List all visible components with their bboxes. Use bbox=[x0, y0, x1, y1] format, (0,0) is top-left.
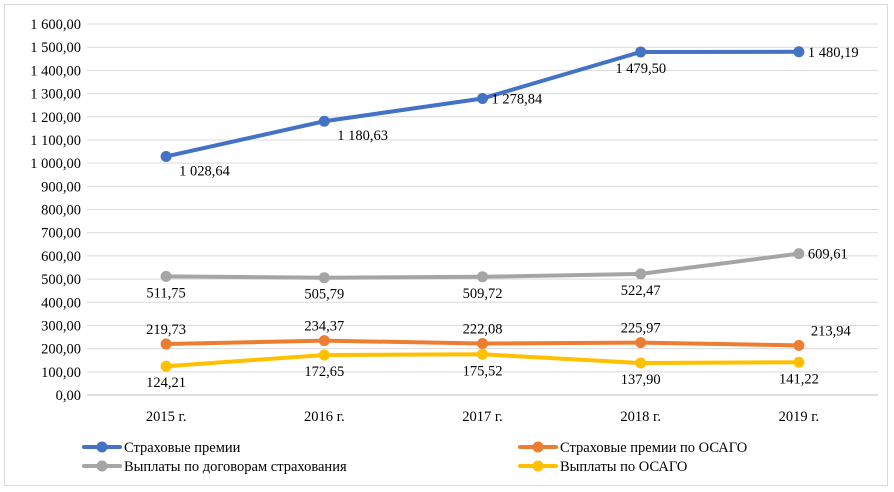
data-point bbox=[477, 271, 488, 283]
data-label: 1 028,64 bbox=[179, 163, 231, 179]
x-tick-label: 2018 г. bbox=[620, 409, 661, 425]
data-point bbox=[160, 338, 172, 350]
data-point bbox=[793, 248, 805, 260]
data-point bbox=[635, 357, 647, 369]
y-tick-label: 400,00 bbox=[41, 295, 81, 311]
data-label: 219,73 bbox=[146, 322, 186, 338]
data-point bbox=[318, 115, 330, 127]
data-point bbox=[793, 356, 805, 368]
x-tick-label: 2017 г. bbox=[462, 409, 503, 425]
data-label: 609,61 bbox=[808, 247, 848, 263]
data-label: 509,72 bbox=[463, 286, 503, 302]
data-point bbox=[477, 348, 488, 360]
y-tick-label: 800,00 bbox=[41, 203, 81, 219]
data-label: 234,37 bbox=[304, 319, 344, 335]
legend-swatch-marker bbox=[96, 460, 108, 472]
y-tick-label: 200,00 bbox=[41, 342, 81, 358]
y-tick-label: 1 300,00 bbox=[30, 87, 81, 103]
data-point bbox=[793, 339, 805, 351]
data-label: 1 480,19 bbox=[808, 45, 859, 61]
legend-label: Выплаты по ОСАГО bbox=[560, 459, 687, 475]
data-label: 222,08 bbox=[463, 322, 503, 338]
y-tick-label: 500,00 bbox=[41, 272, 81, 288]
y-tick-label: 900,00 bbox=[41, 179, 81, 195]
data-point bbox=[477, 338, 488, 350]
data-point bbox=[160, 270, 172, 282]
y-tick-label: 1 000,00 bbox=[30, 156, 81, 172]
y-tick-label: 1 100,00 bbox=[30, 133, 81, 149]
y-axis: 0,00 100,00 200,00 300,00 400,00 500,00 600,00… bbox=[30, 17, 81, 404]
y-tick-label: 0,00 bbox=[56, 388, 81, 404]
x-tick-label: 2015 г. bbox=[146, 409, 187, 425]
data-label: 141,22 bbox=[779, 371, 819, 387]
data-point bbox=[160, 360, 172, 372]
legend-item: Выплаты по договорам страхования bbox=[82, 459, 347, 475]
data-label: 1 180,63 bbox=[337, 128, 388, 144]
legend-item: Страховые премии bbox=[82, 440, 241, 456]
x-tick-label: 2016 г. bbox=[304, 409, 345, 425]
data-label: 1 278,84 bbox=[492, 91, 544, 107]
x-axis: 2015 г. 2016 г. 2017 г. 2018 г. 2019 г. bbox=[146, 409, 819, 425]
data-label: 505,79 bbox=[304, 287, 344, 303]
legend-label: Выплаты по договорам страхования bbox=[124, 459, 347, 475]
legend-item: Выплаты по ОСАГО bbox=[518, 459, 687, 475]
data-label: 225,97 bbox=[621, 321, 661, 337]
data-label: 511,75 bbox=[146, 285, 185, 301]
y-tick-label: 1 400,00 bbox=[30, 63, 81, 79]
legend-label: Страховые премии bbox=[124, 440, 241, 456]
data-point bbox=[160, 150, 172, 162]
data-label: 124,21 bbox=[146, 375, 186, 391]
data-label: 137,90 bbox=[621, 372, 661, 388]
legend-item: Страховые премии по ОСАГО bbox=[518, 440, 747, 456]
y-tick-label: 300,00 bbox=[41, 318, 81, 334]
data-label: 175,52 bbox=[463, 363, 503, 379]
data-point bbox=[318, 349, 330, 361]
series-line bbox=[164, 49, 801, 159]
data-label: 172,65 bbox=[304, 364, 344, 380]
data-point bbox=[793, 46, 805, 58]
y-tick-label: 1 500,00 bbox=[30, 40, 81, 56]
legend-swatch-marker bbox=[532, 460, 544, 472]
data-point bbox=[318, 272, 330, 284]
legend-swatch-marker bbox=[532, 441, 544, 453]
data-labels: 1 028,64 1 180,63 1 278,84 1 479,50 1 480,19… bbox=[146, 45, 858, 391]
legend-swatch-marker bbox=[96, 441, 108, 453]
y-tick-label: 100,00 bbox=[41, 365, 81, 381]
y-tick-label: 1 200,00 bbox=[30, 110, 81, 126]
data-point bbox=[318, 335, 330, 347]
chart-frame bbox=[4, 4, 888, 486]
legend-label: Страховые премии по ОСАГО bbox=[560, 440, 747, 456]
data-label: 1 479,50 bbox=[615, 61, 666, 77]
data-point bbox=[635, 46, 647, 58]
data-label: 213,94 bbox=[811, 323, 852, 339]
legend: Страховые премии Страховые премии по ОСАГ… bbox=[82, 440, 747, 475]
y-tick-label: 600,00 bbox=[41, 249, 81, 265]
y-tick-label: 1 600,00 bbox=[30, 17, 81, 33]
series-lines bbox=[160, 46, 805, 372]
data-label: 522,47 bbox=[621, 283, 661, 299]
gridlines bbox=[87, 23, 878, 396]
x-tick-label: 2019 г. bbox=[779, 409, 820, 425]
data-point bbox=[635, 268, 647, 280]
data-point bbox=[477, 92, 488, 104]
y-tick-label: 700,00 bbox=[41, 226, 81, 242]
data-point bbox=[635, 337, 647, 349]
